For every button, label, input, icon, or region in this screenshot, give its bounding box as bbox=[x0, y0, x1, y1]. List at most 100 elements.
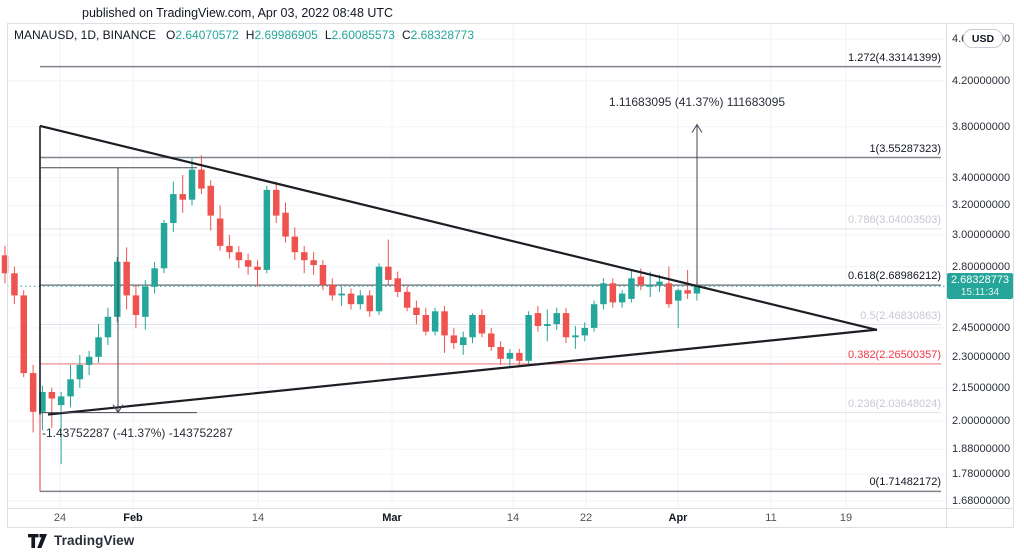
bar-countdown: 15:11:34 bbox=[960, 287, 1000, 299]
candle-body bbox=[301, 252, 308, 261]
trendline-lower[interactable] bbox=[47, 328, 878, 416]
candle-body bbox=[329, 285, 336, 296]
price-tick-label: 3.20000000 bbox=[952, 199, 1011, 212]
candle-body bbox=[263, 189, 271, 270]
price-tick-label: 2.00000000 bbox=[952, 414, 1011, 427]
candle-body bbox=[478, 315, 486, 334]
fib-label-0.236: 0.236(2.03648024) bbox=[848, 397, 941, 410]
tradingview-logo-text: TradingView bbox=[54, 533, 135, 548]
candle-body bbox=[216, 218, 224, 246]
candle-body bbox=[628, 278, 635, 299]
price-tick-label: 2.80000000 bbox=[952, 260, 1011, 273]
candle-body bbox=[76, 364, 84, 380]
fib-label-1: 1(3.55287323) bbox=[869, 142, 941, 155]
time-tick-label: Mar bbox=[382, 512, 402, 524]
price-tick-label: 2.15000000 bbox=[952, 381, 1011, 394]
candle-body bbox=[20, 295, 27, 374]
candle-body bbox=[273, 189, 280, 216]
candle-body bbox=[609, 283, 617, 303]
time-tick-label: Apr bbox=[668, 512, 688, 524]
tradingview-logo[interactable]: TradingView bbox=[28, 533, 134, 548]
candle-body bbox=[665, 283, 673, 305]
price-tick-label: 2.30000000 bbox=[952, 350, 1011, 363]
candle-body bbox=[562, 313, 570, 338]
last-price-value: 2.68328773 bbox=[950, 274, 1010, 287]
candle-body bbox=[422, 315, 430, 332]
candle-body bbox=[450, 335, 458, 344]
candle-body bbox=[366, 295, 373, 312]
candle-body bbox=[553, 313, 560, 325]
candle-body bbox=[226, 245, 233, 253]
candle-body bbox=[684, 290, 691, 294]
candle-body bbox=[581, 327, 588, 336]
price-tick-label: 3.40000000 bbox=[952, 171, 1011, 184]
published-caption: published on TradingView.com, Apr 03, 20… bbox=[82, 6, 394, 20]
candle-body bbox=[647, 285, 654, 287]
candle-body bbox=[590, 304, 598, 328]
candle-body bbox=[572, 335, 579, 338]
time-tick-label: 14 bbox=[251, 512, 265, 524]
trendline-upper[interactable] bbox=[39, 124, 878, 331]
candle-body bbox=[67, 379, 74, 397]
candle-body bbox=[235, 252, 243, 261]
candle-body bbox=[403, 291, 411, 308]
fib-label-0.382: 0.382(2.26500357) bbox=[848, 348, 941, 361]
candle-body bbox=[506, 352, 514, 359]
candle-body bbox=[11, 273, 18, 296]
candle-body bbox=[123, 261, 130, 296]
price-range-up-label: 1.11683095 (41.37%) 111683095 bbox=[608, 95, 786, 109]
arrow-down-icon bbox=[112, 404, 124, 414]
time-tick-label: 19 bbox=[839, 512, 853, 524]
price-tick-label: 4.20000000 bbox=[952, 74, 1011, 87]
candle-body bbox=[525, 315, 532, 361]
candle-body bbox=[413, 307, 420, 315]
candle-body bbox=[534, 313, 542, 326]
ohlc-value: 2.60085573 bbox=[331, 28, 395, 42]
candle-body bbox=[1, 255, 9, 274]
candle-body bbox=[656, 281, 663, 285]
candle-body bbox=[207, 185, 214, 216]
candle-body bbox=[516, 352, 523, 361]
chart-border bbox=[7, 23, 1014, 528]
currency-toggle-button[interactable]: USD bbox=[963, 29, 1003, 48]
candle-body bbox=[57, 396, 65, 406]
symbol-legend: MANAUSD, 1D, BINANCE O2.64070572 H2.699869… bbox=[14, 28, 481, 42]
tradingview-logo-icon bbox=[28, 533, 47, 548]
symbol-title: MANAUSD, 1D, BINANCE bbox=[14, 28, 157, 42]
candle-body bbox=[357, 295, 364, 305]
candle-body bbox=[375, 266, 383, 312]
fib-label-1.272: 1.272(4.33141399) bbox=[848, 51, 941, 64]
candle-body bbox=[188, 169, 196, 200]
ohlc-key: H bbox=[245, 28, 255, 42]
last-price-badge: 2.68328773 15:11:34 bbox=[947, 273, 1013, 300]
candle-body bbox=[347, 293, 355, 305]
ohlc-key: O bbox=[166, 28, 176, 42]
ohlc-value: 2.69986905 bbox=[254, 28, 318, 42]
candle-body bbox=[469, 315, 476, 338]
candle-body bbox=[95, 337, 102, 357]
candle-body bbox=[142, 286, 149, 317]
candle-body bbox=[497, 347, 504, 359]
candle-body bbox=[637, 276, 645, 285]
price-tick-label: 1.68000000 bbox=[952, 494, 1011, 507]
candle-body bbox=[338, 293, 345, 296]
time-tick-label: 22 bbox=[579, 512, 593, 524]
candle-body bbox=[394, 278, 401, 292]
candle-body bbox=[198, 169, 205, 189]
fib-label-0.786: 0.786(3.04003503) bbox=[848, 213, 941, 226]
ohlc-key: C bbox=[401, 28, 411, 42]
candle-body bbox=[675, 290, 682, 301]
candle-body bbox=[600, 283, 607, 305]
candle-body bbox=[441, 311, 448, 336]
fib-label-0: 0(1.71482172) bbox=[869, 476, 941, 489]
candle-body bbox=[618, 293, 626, 303]
candle-body bbox=[460, 337, 467, 345]
candle-body bbox=[170, 194, 177, 223]
candle-body bbox=[132, 295, 140, 315]
candle-body bbox=[693, 286, 701, 294]
price-tick-label: 1.78000000 bbox=[952, 468, 1011, 481]
price-tick-label: 2.45000000 bbox=[952, 321, 1011, 334]
price-tick-label: 1.88000000 bbox=[952, 443, 1011, 456]
